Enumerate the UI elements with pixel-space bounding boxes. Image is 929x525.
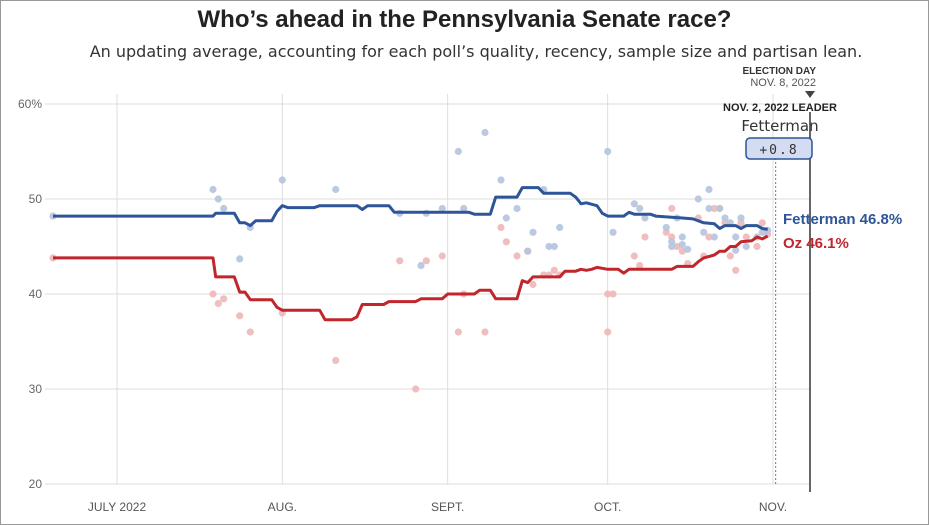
poll-dot-oz <box>636 261 644 270</box>
poll-dot-oz <box>246 328 254 336</box>
poll-dot-oz <box>550 266 558 274</box>
poll-dot-oz <box>396 257 404 265</box>
poll-dot-fetterman <box>700 228 708 236</box>
poll-dot-oz <box>710 204 718 213</box>
leader-margin-value: +0.8 <box>759 143 798 158</box>
poll-dot-fetterman <box>636 204 644 213</box>
x-tick-label: AUG. <box>268 500 297 514</box>
poll-dot-fetterman <box>694 195 702 203</box>
poll-dot-fetterman <box>678 241 686 249</box>
poll-dot-oz <box>604 290 612 298</box>
poll-dot-fetterman <box>529 228 537 236</box>
poll-dot-oz <box>481 328 489 336</box>
series-end-label-oz: Oz 46.1% <box>783 235 849 252</box>
poll-dot-fetterman <box>220 204 228 213</box>
poll-dot-oz <box>412 385 420 393</box>
poll-dot-oz <box>422 257 430 265</box>
leader-margin-badge <box>745 137 813 160</box>
leader-name: Fetterman <box>741 117 818 135</box>
poll-dot-oz <box>438 252 446 260</box>
poll-dot-fetterman <box>684 245 692 253</box>
poll-dot-oz <box>753 242 761 251</box>
poll-dot-oz <box>236 312 244 320</box>
poll-dot-oz <box>513 252 521 260</box>
election-day-arrow-icon <box>805 91 815 98</box>
poll-dot-oz <box>742 233 750 241</box>
poll-dot-fetterman <box>524 247 532 255</box>
y-tick-label: 40 <box>29 287 43 301</box>
poll-dot-oz <box>641 233 649 241</box>
poll-dot-oz <box>209 290 217 298</box>
poll-dot-fetterman <box>460 204 468 213</box>
poll-dot-oz <box>668 204 676 213</box>
poll-dot-fetterman <box>721 214 729 222</box>
poll-dot-fetterman <box>678 233 686 241</box>
poll-dot-oz <box>609 290 617 298</box>
poll-dot-oz <box>604 328 612 336</box>
x-tick-label: OCT. <box>594 500 621 514</box>
poll-dot-oz <box>454 328 462 336</box>
poll-dot-oz <box>497 223 505 232</box>
poll-dot-fetterman <box>668 238 676 246</box>
poll-dot-fetterman <box>497 176 505 184</box>
poll-dot-fetterman <box>742 242 750 251</box>
poll-dot-fetterman <box>710 233 718 241</box>
poll-dot-fetterman <box>604 147 612 156</box>
poll-dot-fetterman <box>209 185 217 194</box>
poll-dot-fetterman <box>214 195 222 203</box>
poll-dot-fetterman <box>556 223 564 232</box>
poll-dot-fetterman <box>550 242 558 251</box>
poll-dot-oz <box>705 233 713 241</box>
poll-dot-fetterman <box>278 176 286 184</box>
y-tick-label: 30 <box>29 382 43 396</box>
poll-dot-fetterman <box>545 242 553 251</box>
poll-dot-fetterman <box>502 214 510 222</box>
poll-dot-fetterman <box>630 200 638 208</box>
y-tick-label: 50 <box>29 192 43 206</box>
series-line-oz <box>53 234 769 322</box>
poll-dot-fetterman <box>758 228 766 236</box>
poll-dot-fetterman <box>737 214 745 222</box>
poll-dot-oz <box>220 295 228 303</box>
leader-date-label: NOV. 2, 2022 LEADER <box>723 102 837 114</box>
poll-dot-oz <box>630 252 638 260</box>
poll-dot-fetterman <box>716 204 724 213</box>
poll-dot-fetterman <box>236 255 244 263</box>
poll-dot-oz <box>758 219 766 227</box>
x-tick-label: NOV. <box>759 500 787 514</box>
poll-dot-fetterman <box>454 147 462 156</box>
poll-dot-fetterman <box>662 223 670 232</box>
poll-dot-oz <box>529 280 537 289</box>
poll-dot-oz <box>214 299 222 308</box>
poll-dot-oz <box>502 238 510 246</box>
x-tick-label: SEPT. <box>431 500 464 514</box>
poll-dot-fetterman <box>732 246 740 254</box>
series-end-label-fetterman: Fetterman 46.8% <box>783 211 902 228</box>
chart-subtitle: An updating average, accounting for each… <box>89 42 863 61</box>
election-day-date: NOV. 8, 2022 <box>750 77 816 89</box>
poll-dot-oz <box>726 252 734 260</box>
poll-dot-oz <box>678 247 686 255</box>
poll-dot-fetterman <box>417 261 425 270</box>
x-tick-label: JULY 2022 <box>88 500 147 514</box>
poll-dot-fetterman <box>705 185 713 194</box>
poll-dot-fetterman <box>705 204 713 213</box>
y-tick-label: 20 <box>29 477 43 491</box>
y-tick-label: 60% <box>18 97 42 111</box>
poll-dot-fetterman <box>332 185 340 194</box>
poll-dot-fetterman <box>481 128 489 137</box>
election-day-label: ELECTION DAY <box>742 66 816 77</box>
poll-dot-fetterman <box>609 228 617 236</box>
series-line-fetterman <box>53 186 768 231</box>
poll-dot-fetterman <box>438 204 446 213</box>
poll-dot-oz <box>332 356 340 365</box>
poll-dot-oz <box>732 266 740 274</box>
poll-dot-fetterman <box>732 233 740 241</box>
poll-dot-fetterman <box>513 204 521 213</box>
chart-title: Who’s ahead in the Pennsylvania Senate r… <box>197 6 732 33</box>
poll-dot-fetterman <box>641 214 649 222</box>
